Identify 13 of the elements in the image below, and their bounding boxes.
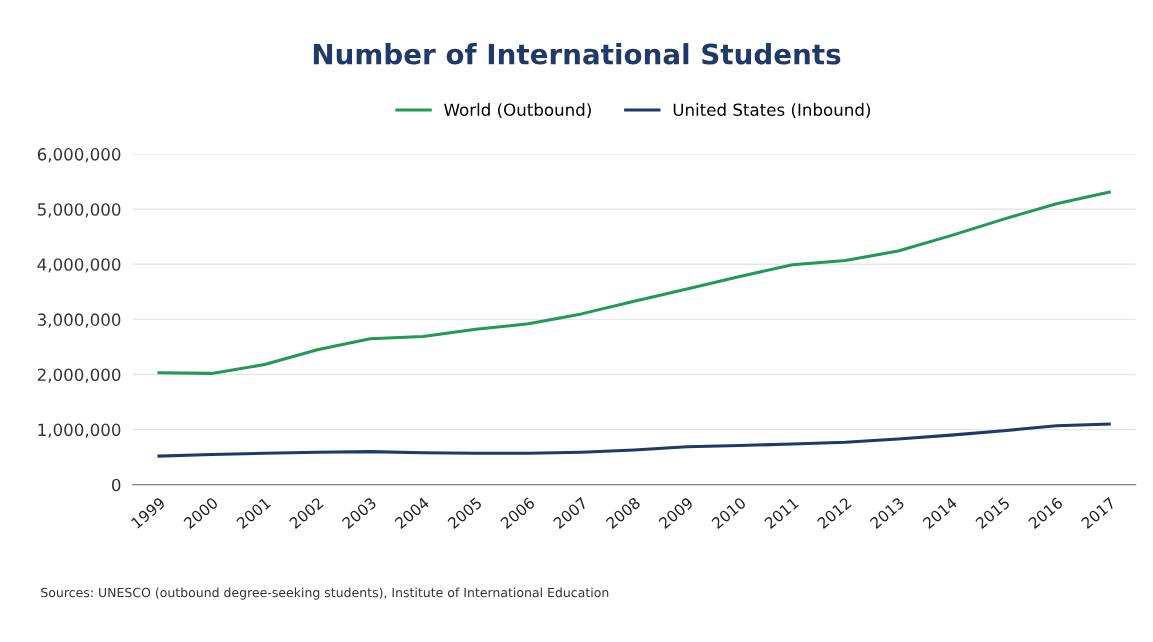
legend-label: World (Outbound)	[444, 103, 591, 118]
chart-title: Number of International Students	[313, 43, 841, 65]
y-tick-label: 2,000,000	[37, 368, 121, 383]
source-note: Sources: UNESCO (outbound degree-seeking students), Institute of International Education	[41, 587, 609, 600]
line-series	[157, 422, 1111, 458]
y-tick-label: 4,000,000	[37, 258, 121, 273]
y-tick-label: 1,000,000	[38, 423, 121, 438]
line-series	[157, 190, 1111, 375]
y-tick-label: 5,000,000	[37, 203, 121, 218]
y-tick-label: 3,000,000	[37, 313, 121, 328]
y-tick-label: 0	[111, 478, 121, 492]
legend-label: United States (Inbound)	[673, 103, 870, 118]
y-tick-label: 6,000,000	[37, 148, 121, 163]
